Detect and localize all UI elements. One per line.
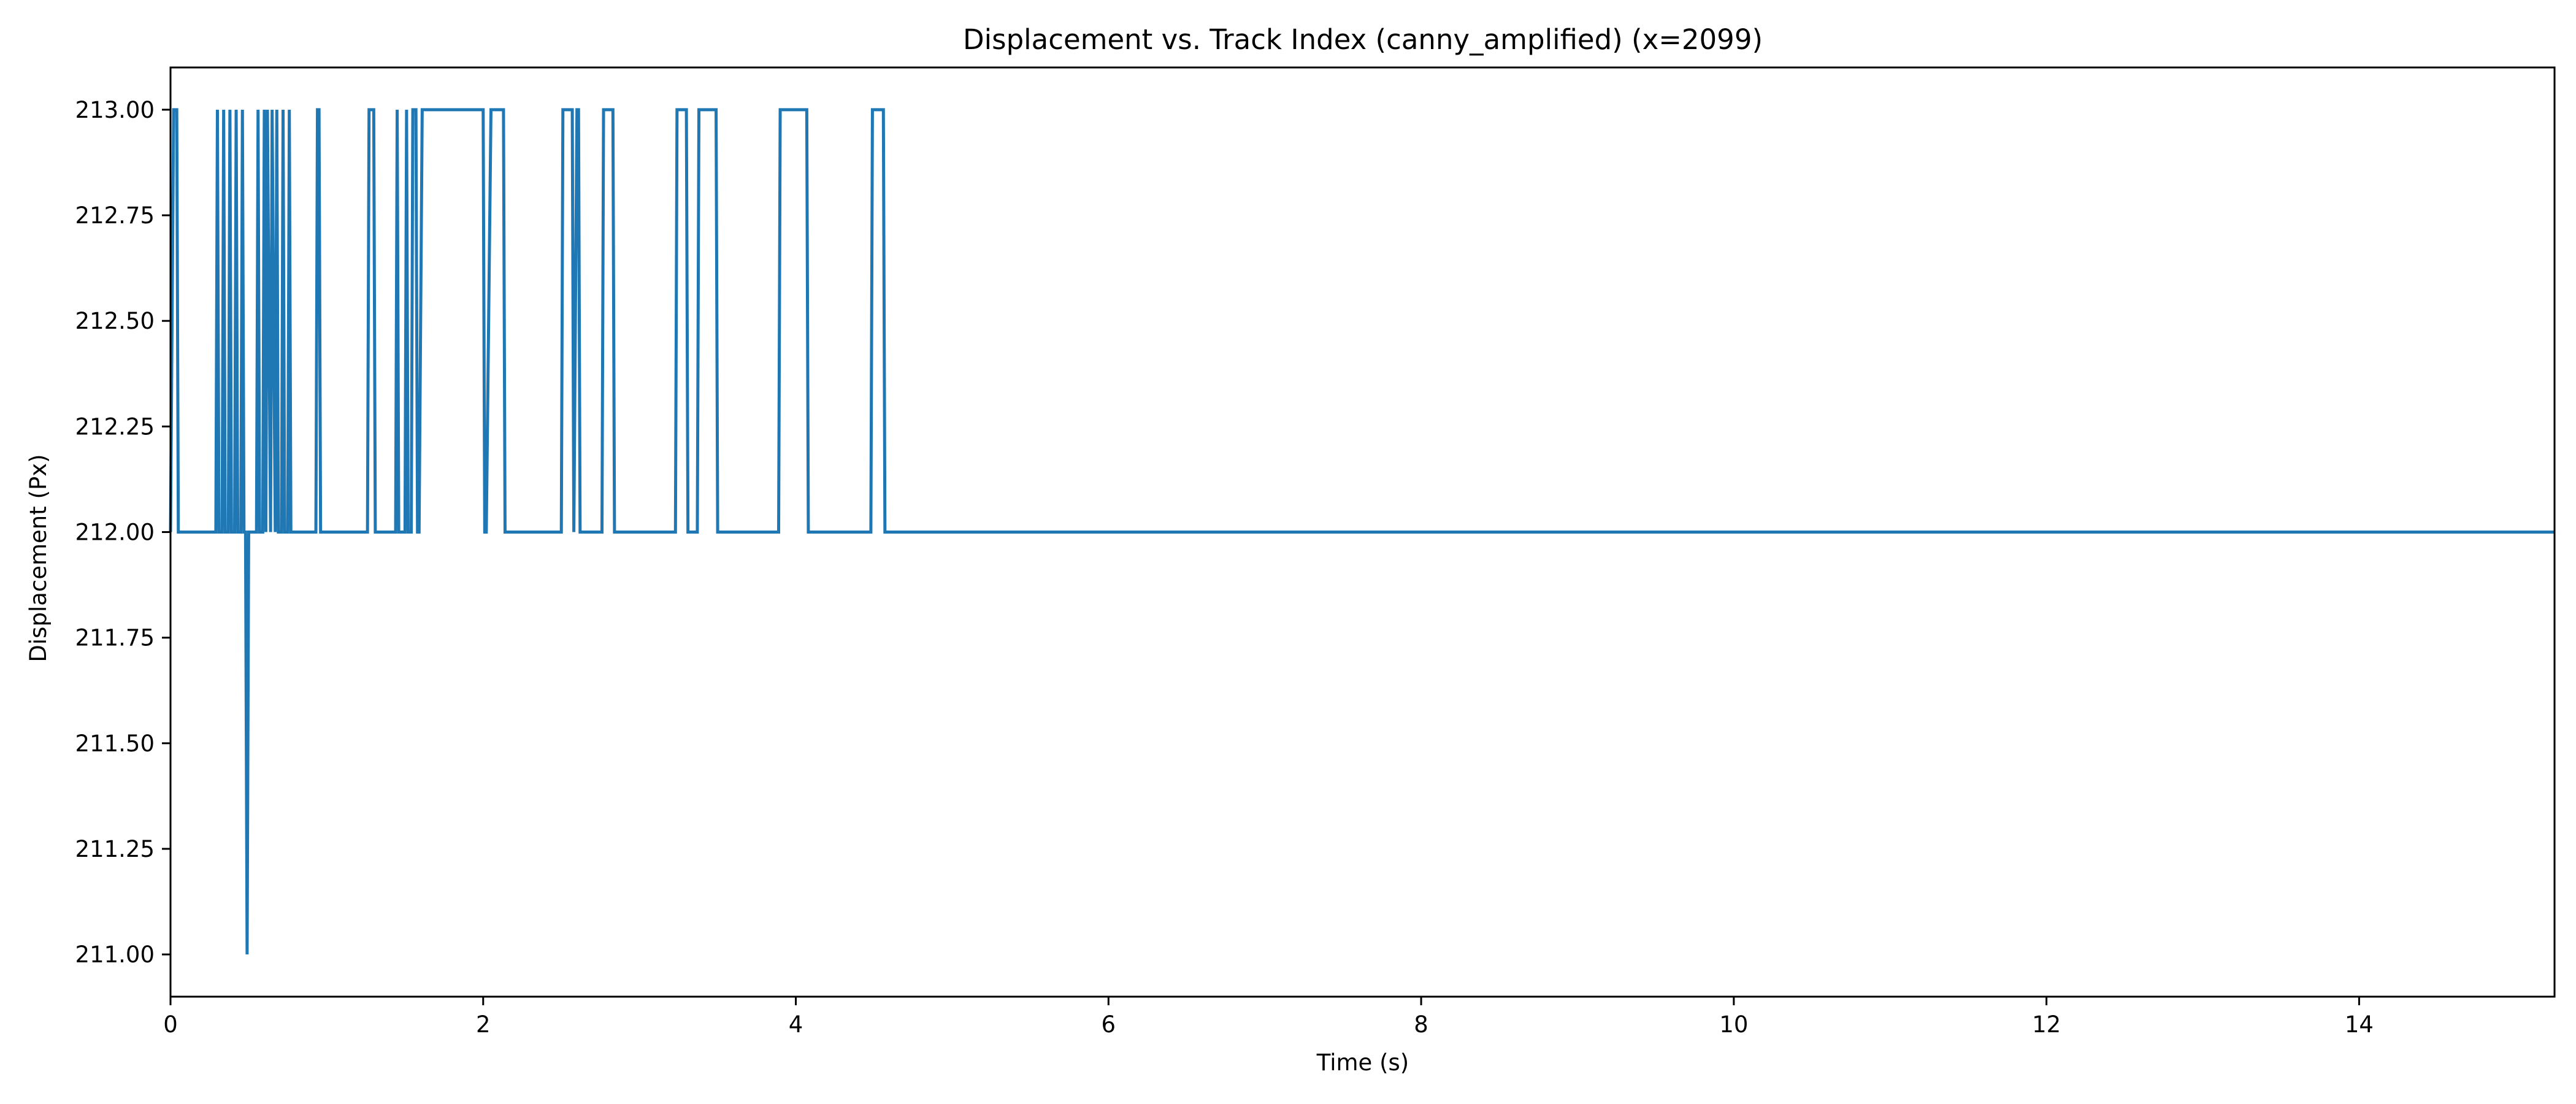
x-tick-label: 0 [163,1011,178,1038]
y-axis: 211.00 211.25 211.50 211.75 212.00 212.25 212.… [75,97,171,968]
y-tick-label: 211.25 [75,836,155,862]
x-tick-label: 10 [1719,1011,1748,1038]
x-tick-label: 8 [1414,1011,1428,1038]
x-tick-label: 6 [1102,1011,1116,1038]
y-tick-label: 213.00 [75,97,155,123]
chart-title: Displacement vs. Track Index (canny_ampl… [963,23,1763,56]
x-tick-label: 4 [789,1011,803,1038]
y-tick-label: 211.50 [75,730,155,757]
x-axis: 0 2 4 6 8 10 12 14 [163,997,2374,1038]
series-line-0 [169,108,2555,955]
y-tick-label: 212.25 [75,413,155,440]
y-tick-label: 212.00 [75,519,155,546]
y-tick-label: 212.75 [75,202,155,229]
y-tick-label: 211.00 [75,941,155,968]
y-axis-label: Displacement (Px) [25,454,52,662]
x-tick-label: 14 [2345,1011,2374,1038]
y-tick-label: 211.75 [75,625,155,651]
x-tick-label: 12 [2032,1011,2061,1038]
y-tick-label: 212.50 [75,308,155,334]
x-tick-label: 2 [476,1011,491,1038]
x-axis-label: Time (s) [1316,1049,1409,1076]
